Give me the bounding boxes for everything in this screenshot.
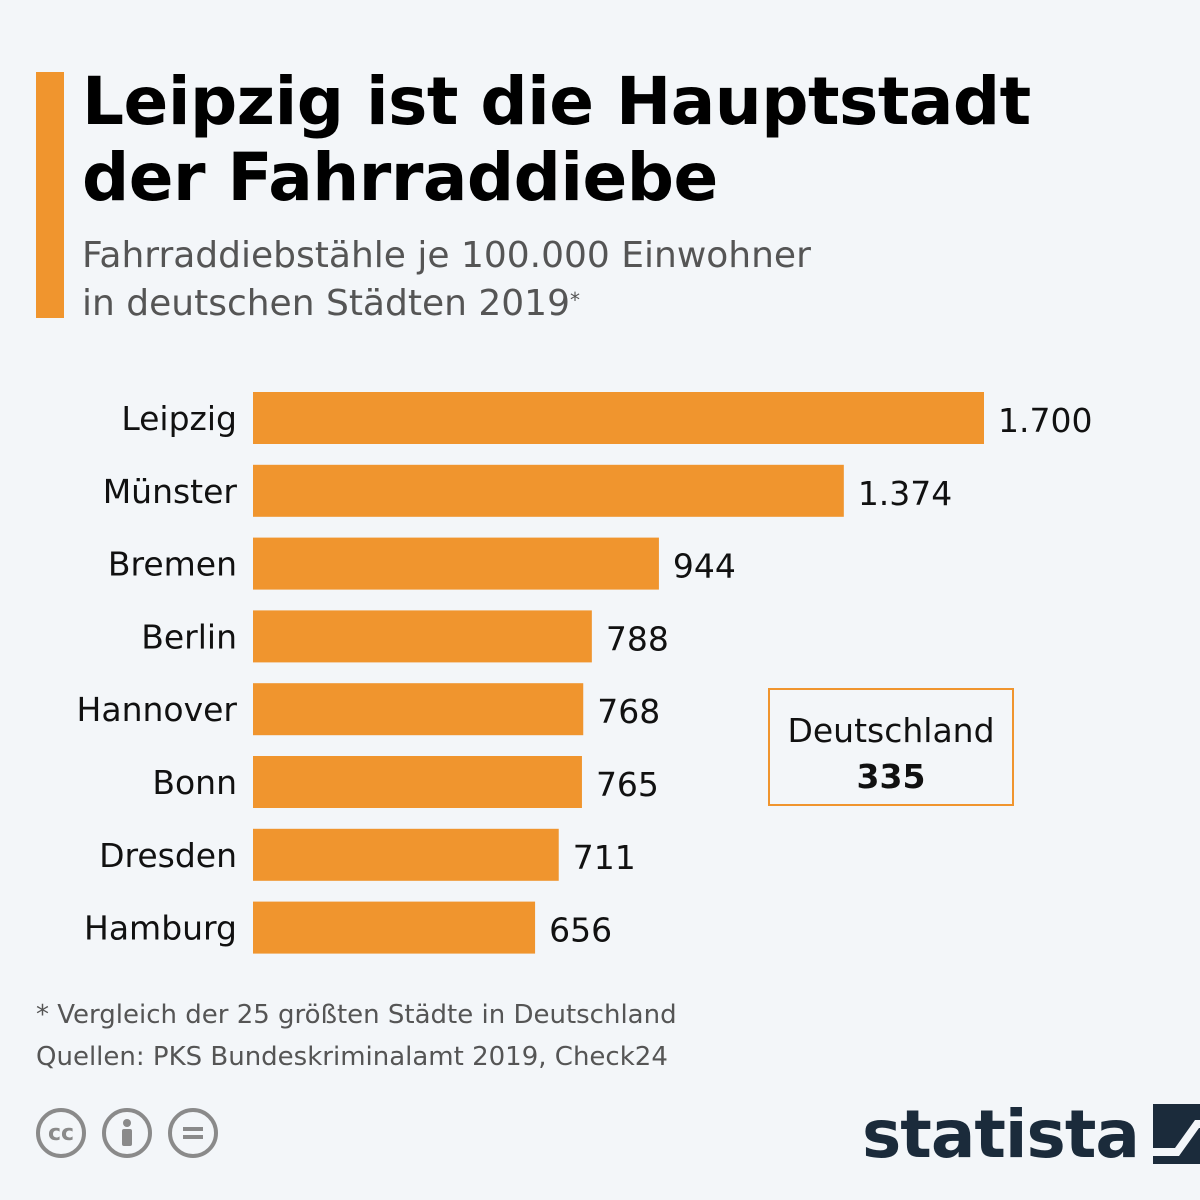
average-label: Deutschland xyxy=(787,711,995,750)
title-line-1: Leipzig ist die Hauptstadt xyxy=(82,63,1031,140)
statista-brand[interactable]: statista xyxy=(862,1094,1200,1174)
data-label: 656 xyxy=(549,911,612,950)
chart-title: Leipzig ist die Hauptstadt der Fahrraddi… xyxy=(82,64,1162,216)
bar xyxy=(253,901,536,954)
no-derivatives-icon[interactable] xyxy=(168,1108,218,1158)
category-label: Bonn xyxy=(152,763,237,802)
subtitle-footnote-mark: * xyxy=(570,288,580,312)
footnote-block: * Vergleich der 25 größten Städte in Deu… xyxy=(36,994,936,1078)
bar xyxy=(253,392,984,444)
data-label: 1.700 xyxy=(998,401,1092,440)
footnote: * Vergleich der 25 größten Städte in Deu… xyxy=(36,1000,677,1030)
bar-chart: Leipzig 1.700 Münster 1.374 Bremen 944 Berlin 7… xyxy=(77,392,1092,954)
bar xyxy=(253,683,584,736)
category-label: Leipzig xyxy=(121,399,237,438)
statista-logo-icon xyxy=(1152,1104,1200,1164)
brand-name: statista xyxy=(862,1095,1140,1173)
category-label: Hamburg xyxy=(84,909,237,948)
subtitle-line-2: in deutschen Städten 2019 xyxy=(82,283,570,324)
category-label: Bremen xyxy=(108,545,237,584)
bar xyxy=(253,610,592,663)
accent-bar xyxy=(36,72,64,318)
category-label: Hannover xyxy=(77,690,238,729)
category-label: Dresden xyxy=(99,836,237,875)
attribution-icon[interactable] xyxy=(102,1108,152,1158)
bar xyxy=(253,756,582,808)
data-label: 711 xyxy=(573,838,636,877)
bar xyxy=(253,464,844,517)
category-label: Münster xyxy=(103,472,238,511)
subtitle-line-1: Fahrraddiebstähle je 100.000 Einwohner xyxy=(82,235,811,276)
average-box: Deutschland 335 xyxy=(768,688,1014,806)
average-value: 335 xyxy=(856,757,926,796)
subtitle-line-2-wrap: in deutschen Städten 2019* xyxy=(82,280,1082,328)
title-line-2: der Fahrraddiebe xyxy=(82,139,718,216)
bar xyxy=(253,537,659,590)
data-label: 944 xyxy=(673,547,736,586)
category-label: Berlin xyxy=(141,617,237,656)
data-label: 768 xyxy=(597,692,660,731)
bar xyxy=(253,828,559,881)
data-label: 1.374 xyxy=(858,474,952,513)
chart-subtitle: Fahrraddiebstähle je 100.000 Einwohner i… xyxy=(82,232,1082,328)
data-label: 765 xyxy=(596,765,659,804)
sources: Quellen: PKS Bundeskriminalamt 2019, Che… xyxy=(36,1042,668,1072)
license-icons: cc xyxy=(36,1108,218,1162)
cc-icon[interactable]: cc xyxy=(36,1108,86,1158)
data-label: 788 xyxy=(606,619,669,658)
